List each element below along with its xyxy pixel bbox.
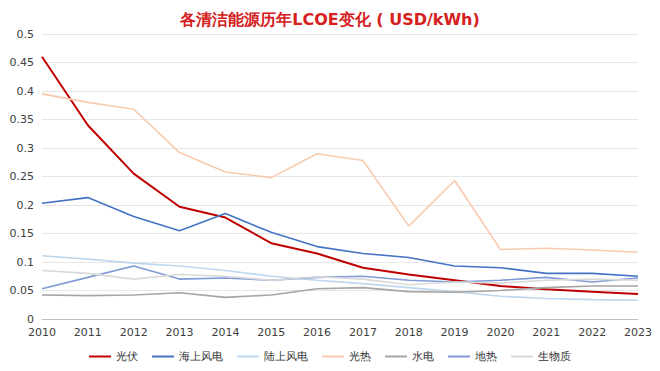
svg-text:0.25: 0.25	[10, 170, 35, 183]
svg-text:2016: 2016	[303, 326, 331, 339]
svg-text:2017: 2017	[349, 326, 377, 339]
svg-text:2011: 2011	[74, 326, 102, 339]
svg-text:2020: 2020	[486, 326, 514, 339]
svg-text:2012: 2012	[120, 326, 148, 339]
svg-text:0.1: 0.1	[17, 256, 35, 269]
svg-text:2019: 2019	[441, 326, 469, 339]
svg-text:2014: 2014	[211, 326, 239, 339]
svg-text:地热: 地热	[474, 350, 497, 363]
svg-text:陆上风电: 陆上风电	[264, 350, 308, 363]
svg-text:2015: 2015	[257, 326, 285, 339]
svg-text:生物质: 生物质	[538, 350, 571, 363]
svg-text:0.2: 0.2	[17, 199, 35, 212]
svg-text:0.45: 0.45	[10, 56, 35, 69]
svg-text:2010: 2010	[28, 326, 56, 339]
svg-text:2021: 2021	[532, 326, 560, 339]
svg-text:0.4: 0.4	[17, 85, 35, 98]
svg-text:各清洁能源历年LCOE变化 ( USD/kWh): 各清洁能源历年LCOE变化 ( USD/kWh)	[179, 10, 480, 29]
svg-text:2018: 2018	[395, 326, 423, 339]
svg-text:0.35: 0.35	[10, 113, 35, 126]
svg-text:2013: 2013	[166, 326, 194, 339]
svg-text:海上风电: 海上风电	[179, 350, 223, 363]
svg-text:光伏: 光伏	[116, 350, 138, 363]
svg-text:0: 0	[27, 313, 34, 326]
svg-text:2022: 2022	[578, 326, 606, 339]
svg-text:水电: 水电	[412, 350, 434, 363]
svg-text:0.05: 0.05	[10, 284, 35, 297]
svg-text:0.5: 0.5	[17, 28, 35, 41]
svg-text:2023: 2023	[624, 326, 652, 339]
svg-text:光热: 光热	[349, 350, 371, 363]
svg-text:0.15: 0.15	[10, 227, 35, 240]
svg-text:0.3: 0.3	[17, 142, 35, 155]
